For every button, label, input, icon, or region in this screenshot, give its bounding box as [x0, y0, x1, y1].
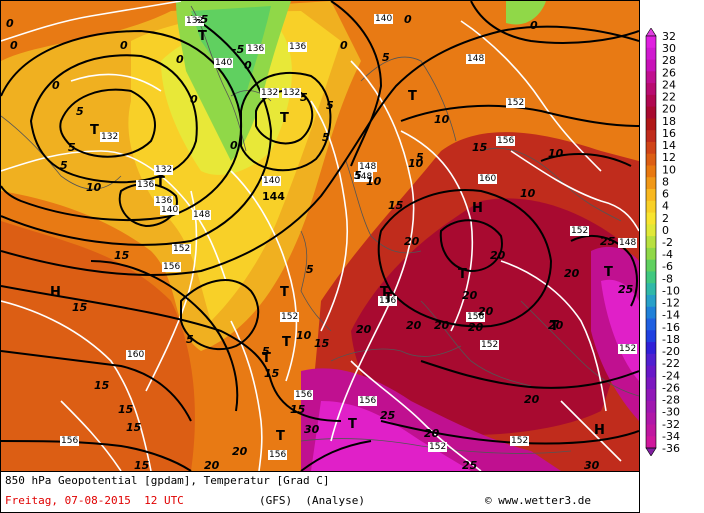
colorbar-swatch [646, 400, 656, 414]
colorbar-label: -34 [662, 430, 680, 443]
colorbar-label: 2 [662, 212, 669, 225]
colorbar-swatch [646, 59, 656, 72]
colorbar-label: -30 [662, 406, 680, 419]
colorbar-swatch [646, 365, 656, 378]
colorbar-label: 6 [662, 188, 669, 201]
colorbar-swatch [646, 271, 656, 284]
colorbar-label: -22 [662, 357, 680, 370]
colorbar-swatch [646, 36, 656, 49]
colorbar-label: -6 [662, 260, 673, 273]
colorbar-label: -16 [662, 321, 680, 334]
colorbar-label: 24 [662, 78, 676, 91]
colorbar-swatch [646, 247, 656, 261]
colorbar-swatch [646, 141, 656, 155]
isohypses [1, 1, 639, 471]
colorbar-label: 22 [662, 91, 676, 104]
colorbar-label: 18 [662, 115, 676, 128]
temperature-zone-west-warm [1, 221, 195, 471]
temperature-zone-cold-pool-north [506, 1, 546, 25]
colorbar-swatch [646, 177, 656, 190]
colorbar-label: -18 [662, 333, 680, 346]
colorbar-swatch [646, 189, 656, 202]
colorbar-swatch [646, 118, 656, 131]
colorbar-label: 8 [662, 175, 669, 188]
colorbar-swatch [646, 83, 656, 96]
colorbar-label: 30 [662, 42, 676, 55]
colorbar-label: -28 [662, 394, 680, 407]
colorbar-swatch [646, 424, 656, 437]
colorbar-swatch [646, 283, 656, 296]
weather-map[interactable] [0, 0, 640, 472]
colorbar-label: -2 [662, 236, 673, 249]
temperature-zone-extreme-east-core [601, 279, 639, 381]
colorbar-swatch [646, 94, 656, 108]
temperature-colorbar: 32302826242220181614121086420-2-4-6-8-10… [645, 28, 680, 456]
colorbar-swatch [646, 342, 656, 355]
colorbar-bottom-arrow [645, 447, 657, 456]
credit-link[interactable]: © www.wetter3.de [485, 494, 591, 507]
colorbar-swatch [646, 200, 656, 213]
model-info: (GFS) (Analyse) [259, 494, 365, 507]
colorbar-label: 16 [662, 127, 676, 140]
colorbar-swatch [646, 71, 656, 84]
colorbar-top-arrow [645, 28, 657, 37]
map-footer: 850 hPa Geopotential [gpdam], Temperatur… [0, 472, 640, 513]
colorbar-label: -12 [662, 297, 680, 310]
colorbar-swatch [646, 212, 656, 225]
coastlines [1, 5, 639, 454]
colorbar-swatch [646, 259, 656, 272]
colorbar-swatch [646, 165, 656, 178]
colorbar-label: 12 [662, 151, 676, 164]
colorbar-label: 0 [662, 224, 669, 237]
colorbar-swatch [646, 130, 656, 143]
colorbar-swatch [646, 224, 656, 237]
temperature-zone-extreme-core [311, 401, 471, 471]
colorbar-label: -8 [662, 272, 673, 285]
colorbar-label: -32 [662, 418, 680, 431]
temperature-zone-very-hot [351, 198, 625, 435]
colorbar-swatch [646, 377, 656, 390]
colorbar-swatch [646, 106, 656, 119]
colorbar-swatch [646, 236, 656, 249]
colorbar-swatch [646, 294, 656, 308]
colorbar-swatch [646, 353, 656, 366]
colorbar-label: 20 [662, 103, 676, 116]
valid-date: Freitag, 07-08-2015 12 UTC [5, 494, 184, 507]
colorbar-swatch [646, 318, 656, 331]
colorbar-frame [645, 35, 657, 449]
colorbar-swatch [646, 330, 656, 343]
colorbar-label: -24 [662, 369, 680, 382]
colorbar-label: 28 [662, 54, 676, 67]
colorbar-label: -26 [662, 381, 680, 394]
colorbar-label: -20 [662, 345, 680, 358]
colorbar-label: -4 [662, 248, 673, 261]
colorbar-label: -36 [662, 442, 680, 455]
colorbar-swatch [646, 153, 656, 166]
colorbar-swatch [646, 436, 656, 449]
chart-title: 850 hPa Geopotential [gpdam], Temperatur… [5, 474, 330, 487]
colorbar-swatch [646, 306, 656, 319]
colorbar-label: 32 [662, 30, 676, 43]
colorbar-label: 10 [662, 163, 676, 176]
colorbar-swatch [646, 47, 656, 60]
colorbar-label: 4 [662, 200, 669, 213]
map-canvas [1, 1, 639, 471]
colorbar-swatch [646, 389, 656, 402]
colorbar-swatch [646, 412, 656, 425]
colorbar-label: -14 [662, 309, 680, 322]
colorbar-label: 26 [662, 66, 676, 79]
colorbar-label: 14 [662, 139, 676, 152]
colorbar-label: -10 [662, 284, 680, 297]
